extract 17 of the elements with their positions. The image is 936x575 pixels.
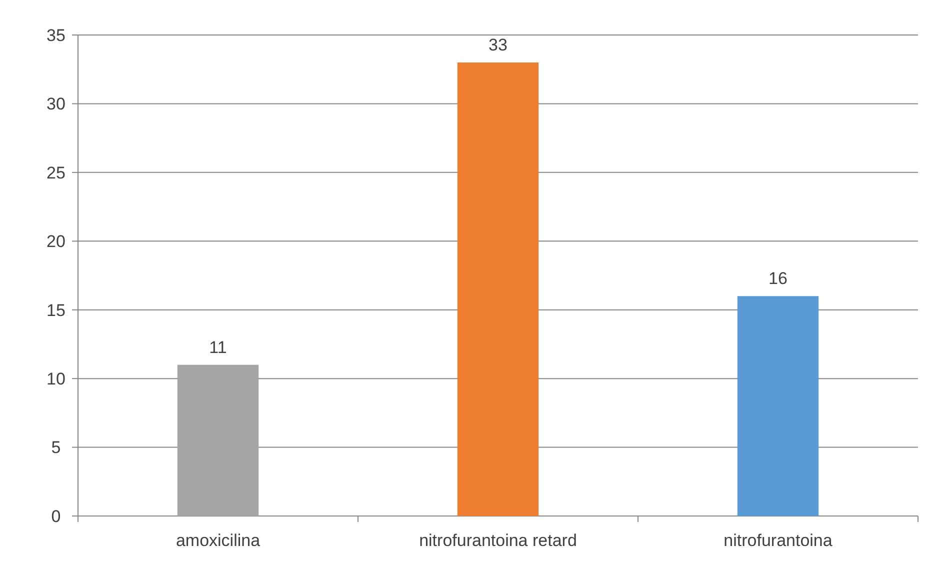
data-label: 11 [209, 338, 227, 357]
bar [457, 62, 539, 516]
y-tick-label: 30 [46, 94, 66, 114]
bar [737, 296, 819, 516]
y-tick-label: 5 [51, 438, 61, 458]
y-tick-label: 15 [46, 300, 66, 320]
y-tick-label: 25 [46, 163, 66, 182]
y-tick-label: 35 [46, 26, 66, 45]
data-label: 16 [768, 269, 788, 288]
y-tick-label: 10 [46, 370, 66, 389]
x-tick-label: amoxicilina [176, 531, 261, 550]
x-tick-label: nitrofurantoina [724, 531, 833, 550]
x-tick-label: nitrofurantoina retard [419, 531, 577, 550]
bar [177, 364, 259, 516]
y-tick-label: 0 [51, 506, 61, 526]
data-label: 33 [488, 35, 508, 54]
y-tick-label: 20 [46, 232, 66, 252]
